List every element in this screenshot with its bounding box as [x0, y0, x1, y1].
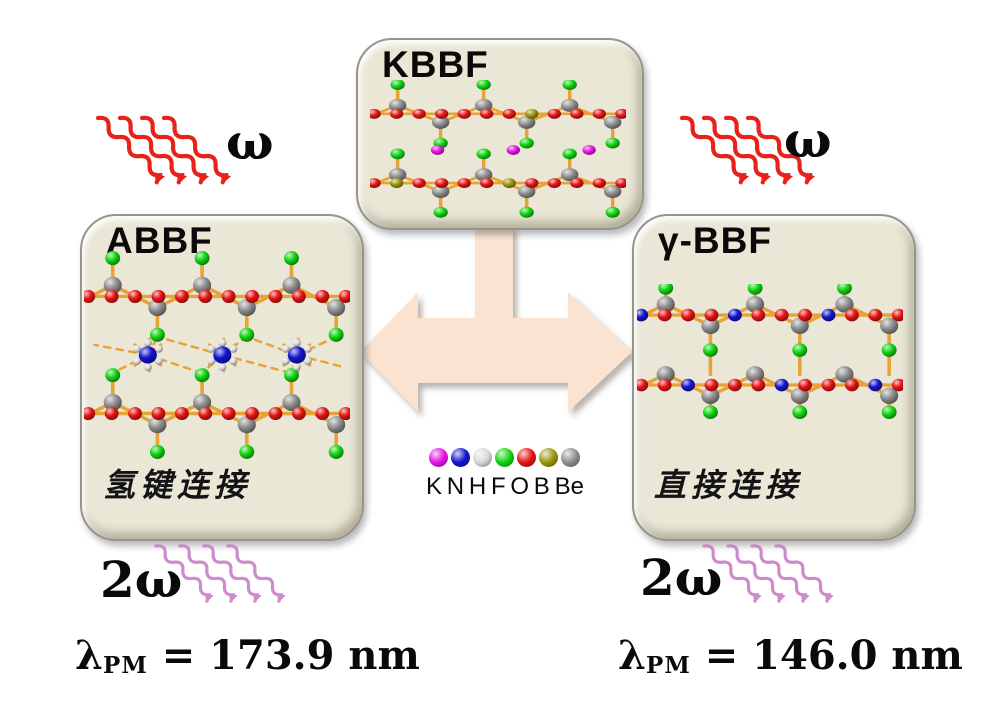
- legend-sphere-O: [517, 448, 536, 467]
- panel-gbbf: γ-BBF 直接连接: [632, 214, 916, 541]
- two-omega-label-right: 2ω: [640, 548, 723, 607]
- legend-spheres: [429, 448, 580, 467]
- kbbf-crystal-structure: [370, 80, 626, 218]
- legend-sphere-B: [539, 448, 558, 467]
- lambda-value: = 146.0 nm: [690, 632, 963, 679]
- panel-abbf-caption: 氢键连接: [103, 466, 252, 504]
- legend-labels: K N H F O B Be: [426, 473, 584, 501]
- panel-gbbf-caption: 直接连接: [654, 466, 803, 504]
- panel-kbbf: KBBF: [356, 38, 644, 230]
- panel-abbf: ABBF 氢键连接: [80, 214, 364, 541]
- lambda-pm-right: λPM = 146.0 nm: [618, 632, 963, 679]
- legend-sphere-K: [429, 448, 448, 467]
- legend-label: O: [510, 473, 530, 500]
- lambda-subscript: PM: [646, 652, 691, 679]
- abbf-crystal-structure: [84, 251, 350, 459]
- panel-abbf-title: ABBF: [106, 220, 213, 261]
- legend-label: F: [490, 473, 506, 500]
- legend-label: Be: [554, 473, 584, 500]
- panel-kbbf-title: KBBF: [382, 44, 489, 85]
- omega-label-right: ω: [784, 110, 832, 169]
- legend-label: K: [426, 473, 443, 500]
- panel-gbbf-title: γ-BBF: [658, 220, 772, 261]
- lambda-symbol: λ: [75, 632, 104, 679]
- omega-label-left: ω: [226, 112, 274, 171]
- gbbf-crystal-structure: [637, 284, 903, 420]
- legend-label: B: [533, 473, 550, 500]
- legend-sphere-F: [495, 448, 514, 467]
- legend-sphere-Be: [561, 448, 580, 467]
- branching-arrow: [360, 226, 632, 412]
- input-beam-waves-left: [92, 100, 237, 200]
- lambda-pm-left: λPM = 173.9 nm: [75, 632, 420, 679]
- legend-sphere-H: [473, 448, 492, 467]
- legend-label: N: [446, 473, 465, 500]
- lambda-symbol: λ: [618, 632, 647, 679]
- legend-sphere-N: [451, 448, 470, 467]
- lambda-value: = 173.9 nm: [147, 632, 420, 679]
- legend-label: H: [468, 473, 487, 500]
- lambda-subscript: PM: [103, 652, 148, 679]
- two-omega-label-left: 2ω: [100, 550, 183, 609]
